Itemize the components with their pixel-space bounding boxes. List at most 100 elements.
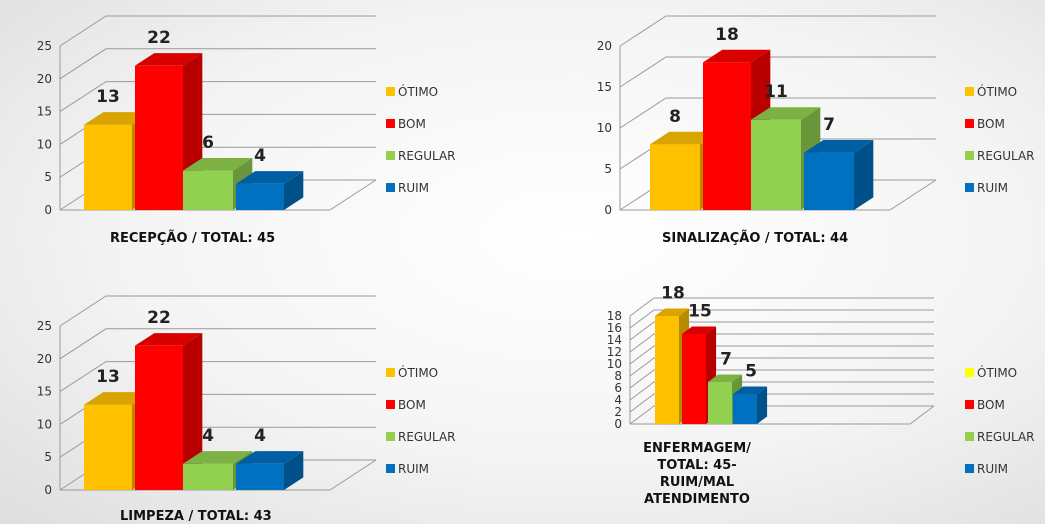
legend-label: REGULAR [398,149,456,163]
bar-top [236,171,304,184]
bar-top [135,53,203,66]
legend-label: ÓTIMO [398,365,438,380]
gridline [619,56,936,88]
data-label: 4 [254,146,266,166]
gridline [59,295,376,327]
bar-side [854,140,874,210]
chart-title: LIMPEZA / TOTAL: 43 [120,509,272,524]
legend-label: BOM [977,117,1005,131]
gridline [59,328,376,360]
y-tick-label: 6 [614,381,622,395]
bar-front [135,345,183,490]
y-tick-label: 2 [614,405,622,419]
bar-front [708,382,732,424]
bar-front [183,170,233,210]
bar-front [751,119,801,210]
y-tick-label: 25 [37,319,52,333]
y-tick-label: 10 [607,357,622,371]
y-tick-label: 25 [37,39,52,53]
bar-side [284,451,304,490]
bar-top [682,326,717,334]
bar-front [703,62,751,211]
y-tick-label: 20 [37,352,52,366]
data-label: 4 [202,426,214,446]
chart-title: SINALIZAÇÃO / TOTAL: 44 [662,230,848,246]
legend-label: REGULAR [977,430,1035,444]
gridline [629,369,934,389]
legend-label: RUIM [977,462,1008,476]
data-label: 7 [720,349,732,369]
chart-title-line: TOTAL: 45- [657,458,736,473]
bar-side [284,171,304,210]
data-label: 7 [823,115,835,135]
y-tick-label: 0 [604,203,612,217]
gridline [629,333,934,353]
gridline [629,297,934,317]
legend-swatch [386,87,395,96]
bar-top [804,140,874,153]
gridline [59,81,376,113]
bar-top [84,392,152,405]
legend-swatch [965,464,974,473]
y-tick-label: 5 [604,162,612,176]
y-tick-label: 12 [607,345,622,359]
legend-label: ÓTIMO [398,84,438,99]
bar-front [682,334,706,424]
bar-front [733,394,757,424]
gridlines [629,297,935,425]
bar-front [804,152,854,210]
legend-label: ÓTIMO [977,365,1017,380]
bar-bom [135,333,203,490]
chart-title-line: RUIM/MAL [660,475,734,490]
chart-1: 0 5 10 15 20 25 13 22 6 4 ÓTIMO BOM REGULAR RUIM RECEP… [37,15,456,246]
legend-swatch [386,151,395,160]
bar-top [183,451,253,464]
data-label: 4 [254,426,266,446]
legend-swatch [965,119,974,128]
y-tick-label: 10 [597,121,612,135]
legend: ÓTIMO BOM REGULAR RUIM [965,365,1035,476]
bar-front [84,124,132,210]
legend-label: BOM [977,398,1005,412]
legend: ÓTIMO BOM REGULAR RUIM [386,365,456,476]
data-label: 13 [96,87,120,107]
legend-label: BOM [398,117,426,131]
bar-top [183,158,253,171]
legend-label: REGULAR [398,430,456,444]
legend-label: ÓTIMO [977,84,1017,99]
gridline [629,357,934,377]
bar-bom [703,49,771,211]
chart-title-line: ATENDIMENTO [644,492,750,507]
bar-top [236,451,304,464]
gridline [629,309,934,329]
gridline [59,15,376,47]
gridline [59,361,376,393]
bar-top [650,131,720,145]
legend-swatch [386,183,395,192]
legend-swatch [386,400,395,409]
chart-2: 0 5 10 15 20 8 18 11 7 ÓTIMO BOM REGULAR RUIM SINALIZ… [597,15,1035,246]
y-tick-label: 15 [37,105,52,119]
y-tick-label: 18 [607,309,622,323]
chart-3: 0 5 10 15 20 25 13 22 4 4 ÓTIMO BOM REGULAR RUIM LIMPE… [37,295,456,524]
legend-swatch [965,151,974,160]
y-tick-label: 15 [597,80,612,94]
legend-swatch [965,368,974,377]
legend: ÓTIMO BOM REGULAR RUIM [965,84,1035,195]
bar-front [236,183,284,210]
data-label: 6 [202,133,214,153]
data-label: 18 [661,283,685,303]
gridline [619,97,936,129]
bar-side [183,333,203,490]
data-label: 22 [147,28,171,48]
bar-front [183,463,233,490]
legend-swatch [386,119,395,128]
bar-side [757,386,768,424]
gridline [59,48,376,80]
legend-swatch [965,432,974,441]
bar-top [655,308,690,316]
bar-ruim [804,140,874,210]
legend-swatch [965,400,974,409]
legend-label: RUIM [398,181,429,195]
